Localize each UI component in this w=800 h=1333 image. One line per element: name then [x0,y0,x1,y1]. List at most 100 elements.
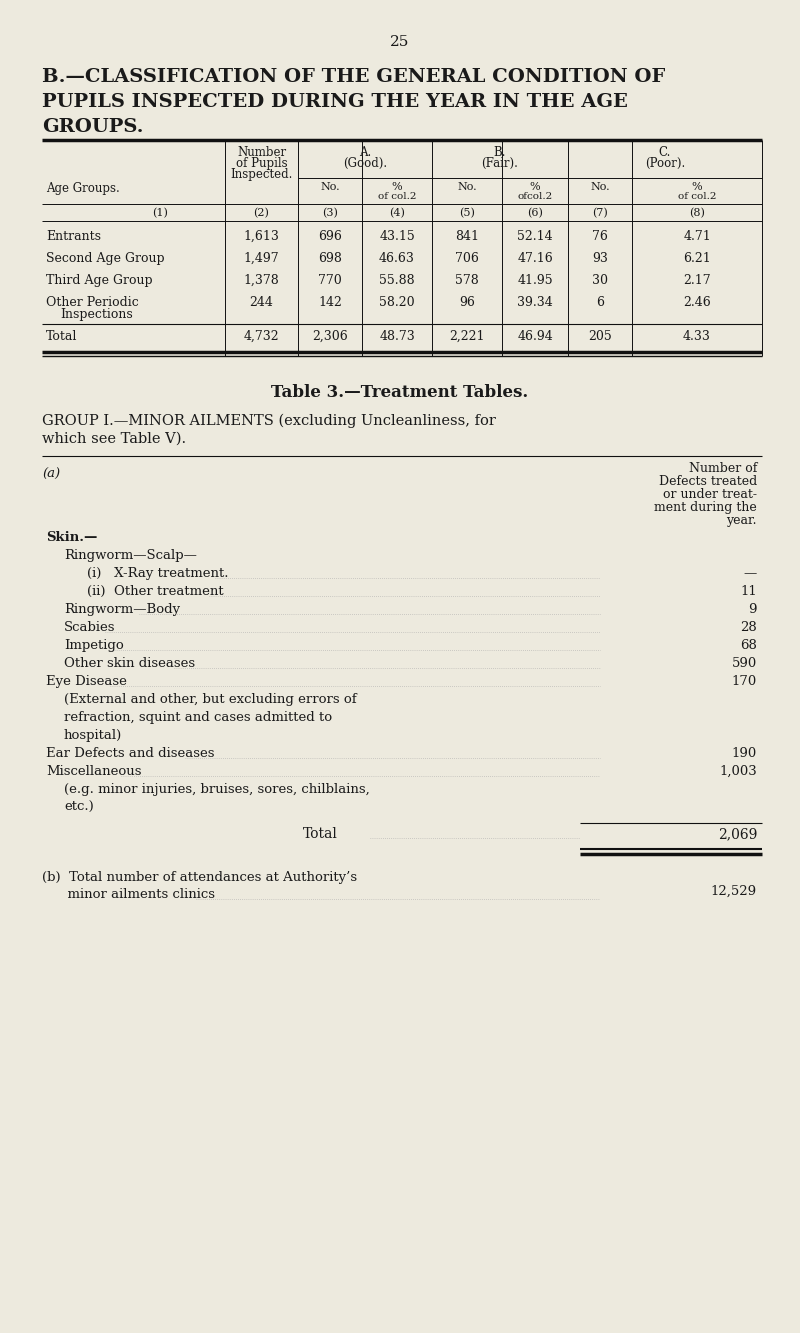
Text: Total: Total [46,331,78,343]
Text: 11: 11 [740,585,757,599]
Text: hospital): hospital) [64,729,122,742]
Text: 43.15: 43.15 [379,231,415,243]
Text: 96: 96 [459,296,475,309]
Text: 30: 30 [592,275,608,287]
Text: Age Groups.: Age Groups. [46,183,120,195]
Text: Other Periodic: Other Periodic [46,296,138,309]
Text: Miscellaneous: Miscellaneous [46,765,142,778]
Text: Scabies: Scabies [64,621,115,635]
Text: 170: 170 [732,674,757,688]
Text: which see Table V).: which see Table V). [42,432,186,447]
Text: 68: 68 [740,639,757,652]
Text: 6.21: 6.21 [683,252,711,265]
Text: %: % [530,183,540,192]
Text: Entrants: Entrants [46,231,101,243]
Text: 76: 76 [592,231,608,243]
Text: Skin.—: Skin.— [46,531,98,544]
Text: 2.46: 2.46 [683,296,711,309]
Text: (6): (6) [527,208,543,219]
Text: (Fair).: (Fair). [482,157,518,171]
Text: PUPILS INSPECTED DURING THE YEAR IN THE AGE: PUPILS INSPECTED DURING THE YEAR IN THE … [42,93,628,111]
Text: 1,003: 1,003 [719,765,757,778]
Text: minor ailments clinics: minor ailments clinics [42,888,215,901]
Text: (ii)  Other treatment: (ii) Other treatment [87,585,224,599]
Text: ment during the: ment during the [654,501,757,515]
Text: GROUP I.—MINOR AILMENTS (excluding Uncleanliness, for: GROUP I.—MINOR AILMENTS (excluding Uncle… [42,415,496,428]
Text: 93: 93 [592,252,608,265]
Text: Total: Total [302,826,338,841]
Text: 52.14: 52.14 [517,231,553,243]
Text: Table 3.—Treatment Tables.: Table 3.—Treatment Tables. [271,384,529,401]
Text: (b)  Total number of attendances at Authority’s: (b) Total number of attendances at Autho… [42,870,357,884]
Text: 6: 6 [596,296,604,309]
Text: 770: 770 [318,275,342,287]
Text: 1,613: 1,613 [243,231,279,243]
Text: %: % [392,183,402,192]
Text: 578: 578 [455,275,479,287]
Text: 9: 9 [749,603,757,616]
Text: (7): (7) [592,208,608,219]
Text: 2,069: 2,069 [718,826,757,841]
Text: Ringworm—Body: Ringworm—Body [64,603,180,616]
Text: No.: No. [457,183,477,192]
Text: Defects treated: Defects treated [658,475,757,488]
Text: (4): (4) [389,208,405,219]
Text: (2): (2) [254,208,270,219]
Text: Inspections: Inspections [60,308,133,321]
Text: A.: A. [359,147,371,159]
Text: 706: 706 [455,252,479,265]
Text: 48.73: 48.73 [379,331,415,343]
Text: %: % [692,183,702,192]
Text: 142: 142 [318,296,342,309]
Text: 46.63: 46.63 [379,252,415,265]
Text: year.: year. [726,515,757,527]
Text: Second Age Group: Second Age Group [46,252,165,265]
Text: 205: 205 [588,331,612,343]
Text: B.: B. [494,147,506,159]
Text: 244: 244 [250,296,274,309]
Text: 46.94: 46.94 [517,331,553,343]
Text: 1,497: 1,497 [244,252,279,265]
Text: (Good).: (Good). [343,157,387,171]
Text: (e.g. minor injuries, bruises, sores, chilblains,: (e.g. minor injuries, bruises, sores, ch… [64,782,370,796]
Text: (External and other, but excluding errors of: (External and other, but excluding error… [64,693,357,706]
Text: refraction, squint and cases admitted to: refraction, squint and cases admitted to [64,710,332,724]
Text: 698: 698 [318,252,342,265]
Text: of col.2: of col.2 [678,192,716,201]
Text: 841: 841 [455,231,479,243]
Text: 41.95: 41.95 [517,275,553,287]
Text: Inspected.: Inspected. [230,168,293,181]
Text: (3): (3) [322,208,338,219]
Text: Other skin diseases: Other skin diseases [64,657,195,670]
Text: 1,378: 1,378 [244,275,279,287]
Text: 28: 28 [740,621,757,635]
Text: 12,529: 12,529 [711,885,757,898]
Text: 4.33: 4.33 [683,331,711,343]
Text: 25: 25 [390,35,410,49]
Text: (i)   X-Ray treatment.: (i) X-Ray treatment. [87,567,229,580]
Text: 4.71: 4.71 [683,231,711,243]
Text: 2,306: 2,306 [312,331,348,343]
Text: (5): (5) [459,208,475,219]
Text: (8): (8) [689,208,705,219]
Text: 2,221: 2,221 [450,331,485,343]
Text: or under treat-: or under treat- [663,488,757,501]
Text: No.: No. [590,183,610,192]
Text: Ringworm—Scalp—: Ringworm—Scalp— [64,549,197,563]
Text: (Poor).: (Poor). [645,157,685,171]
Text: C.: C. [659,147,671,159]
Text: of col.2: of col.2 [378,192,416,201]
Text: 190: 190 [732,746,757,760]
Text: Third Age Group: Third Age Group [46,275,153,287]
Text: 2.17: 2.17 [683,275,711,287]
Text: GROUPS.: GROUPS. [42,119,143,136]
Text: 4,732: 4,732 [244,331,279,343]
Text: Number of: Number of [689,463,757,475]
Text: 39.34: 39.34 [517,296,553,309]
Text: 55.88: 55.88 [379,275,415,287]
Text: No.: No. [320,183,340,192]
Text: (1): (1) [152,208,168,219]
Text: Number: Number [237,147,286,159]
Text: Ear Defects and diseases: Ear Defects and diseases [46,746,214,760]
Text: Impetigo: Impetigo [64,639,124,652]
